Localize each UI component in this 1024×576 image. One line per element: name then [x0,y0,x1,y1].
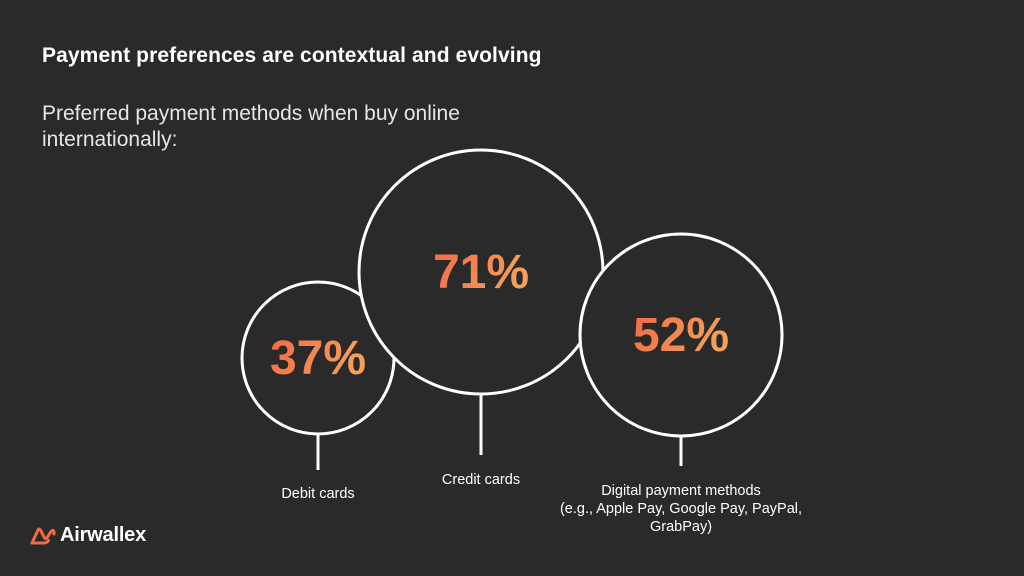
bubble-category-label: (e.g., Apple Pay, Google Pay, PayPal, [560,501,802,517]
brand-name: Airwallex [60,524,147,546]
bubble-value-label: 52% [633,309,729,362]
airwallex-logo-icon [30,527,56,544]
slide-subtitle: Preferred payment methods when buy onlin… [42,102,460,151]
bubble-value-label: 71% [433,246,529,299]
bubble-category-label: Credit cards [442,472,520,488]
slide-title: Payment preferences are contextual and e… [42,44,542,67]
bubble-circle [578,232,784,438]
bubble-value-label: 37% [270,332,366,385]
bubble-category-label: GrabPay) [650,519,712,535]
bubble-category-label: Debit cards [281,486,354,502]
bubble-category-label: Digital payment methods [601,483,761,499]
brand-logo: Airwallex [30,524,146,547]
